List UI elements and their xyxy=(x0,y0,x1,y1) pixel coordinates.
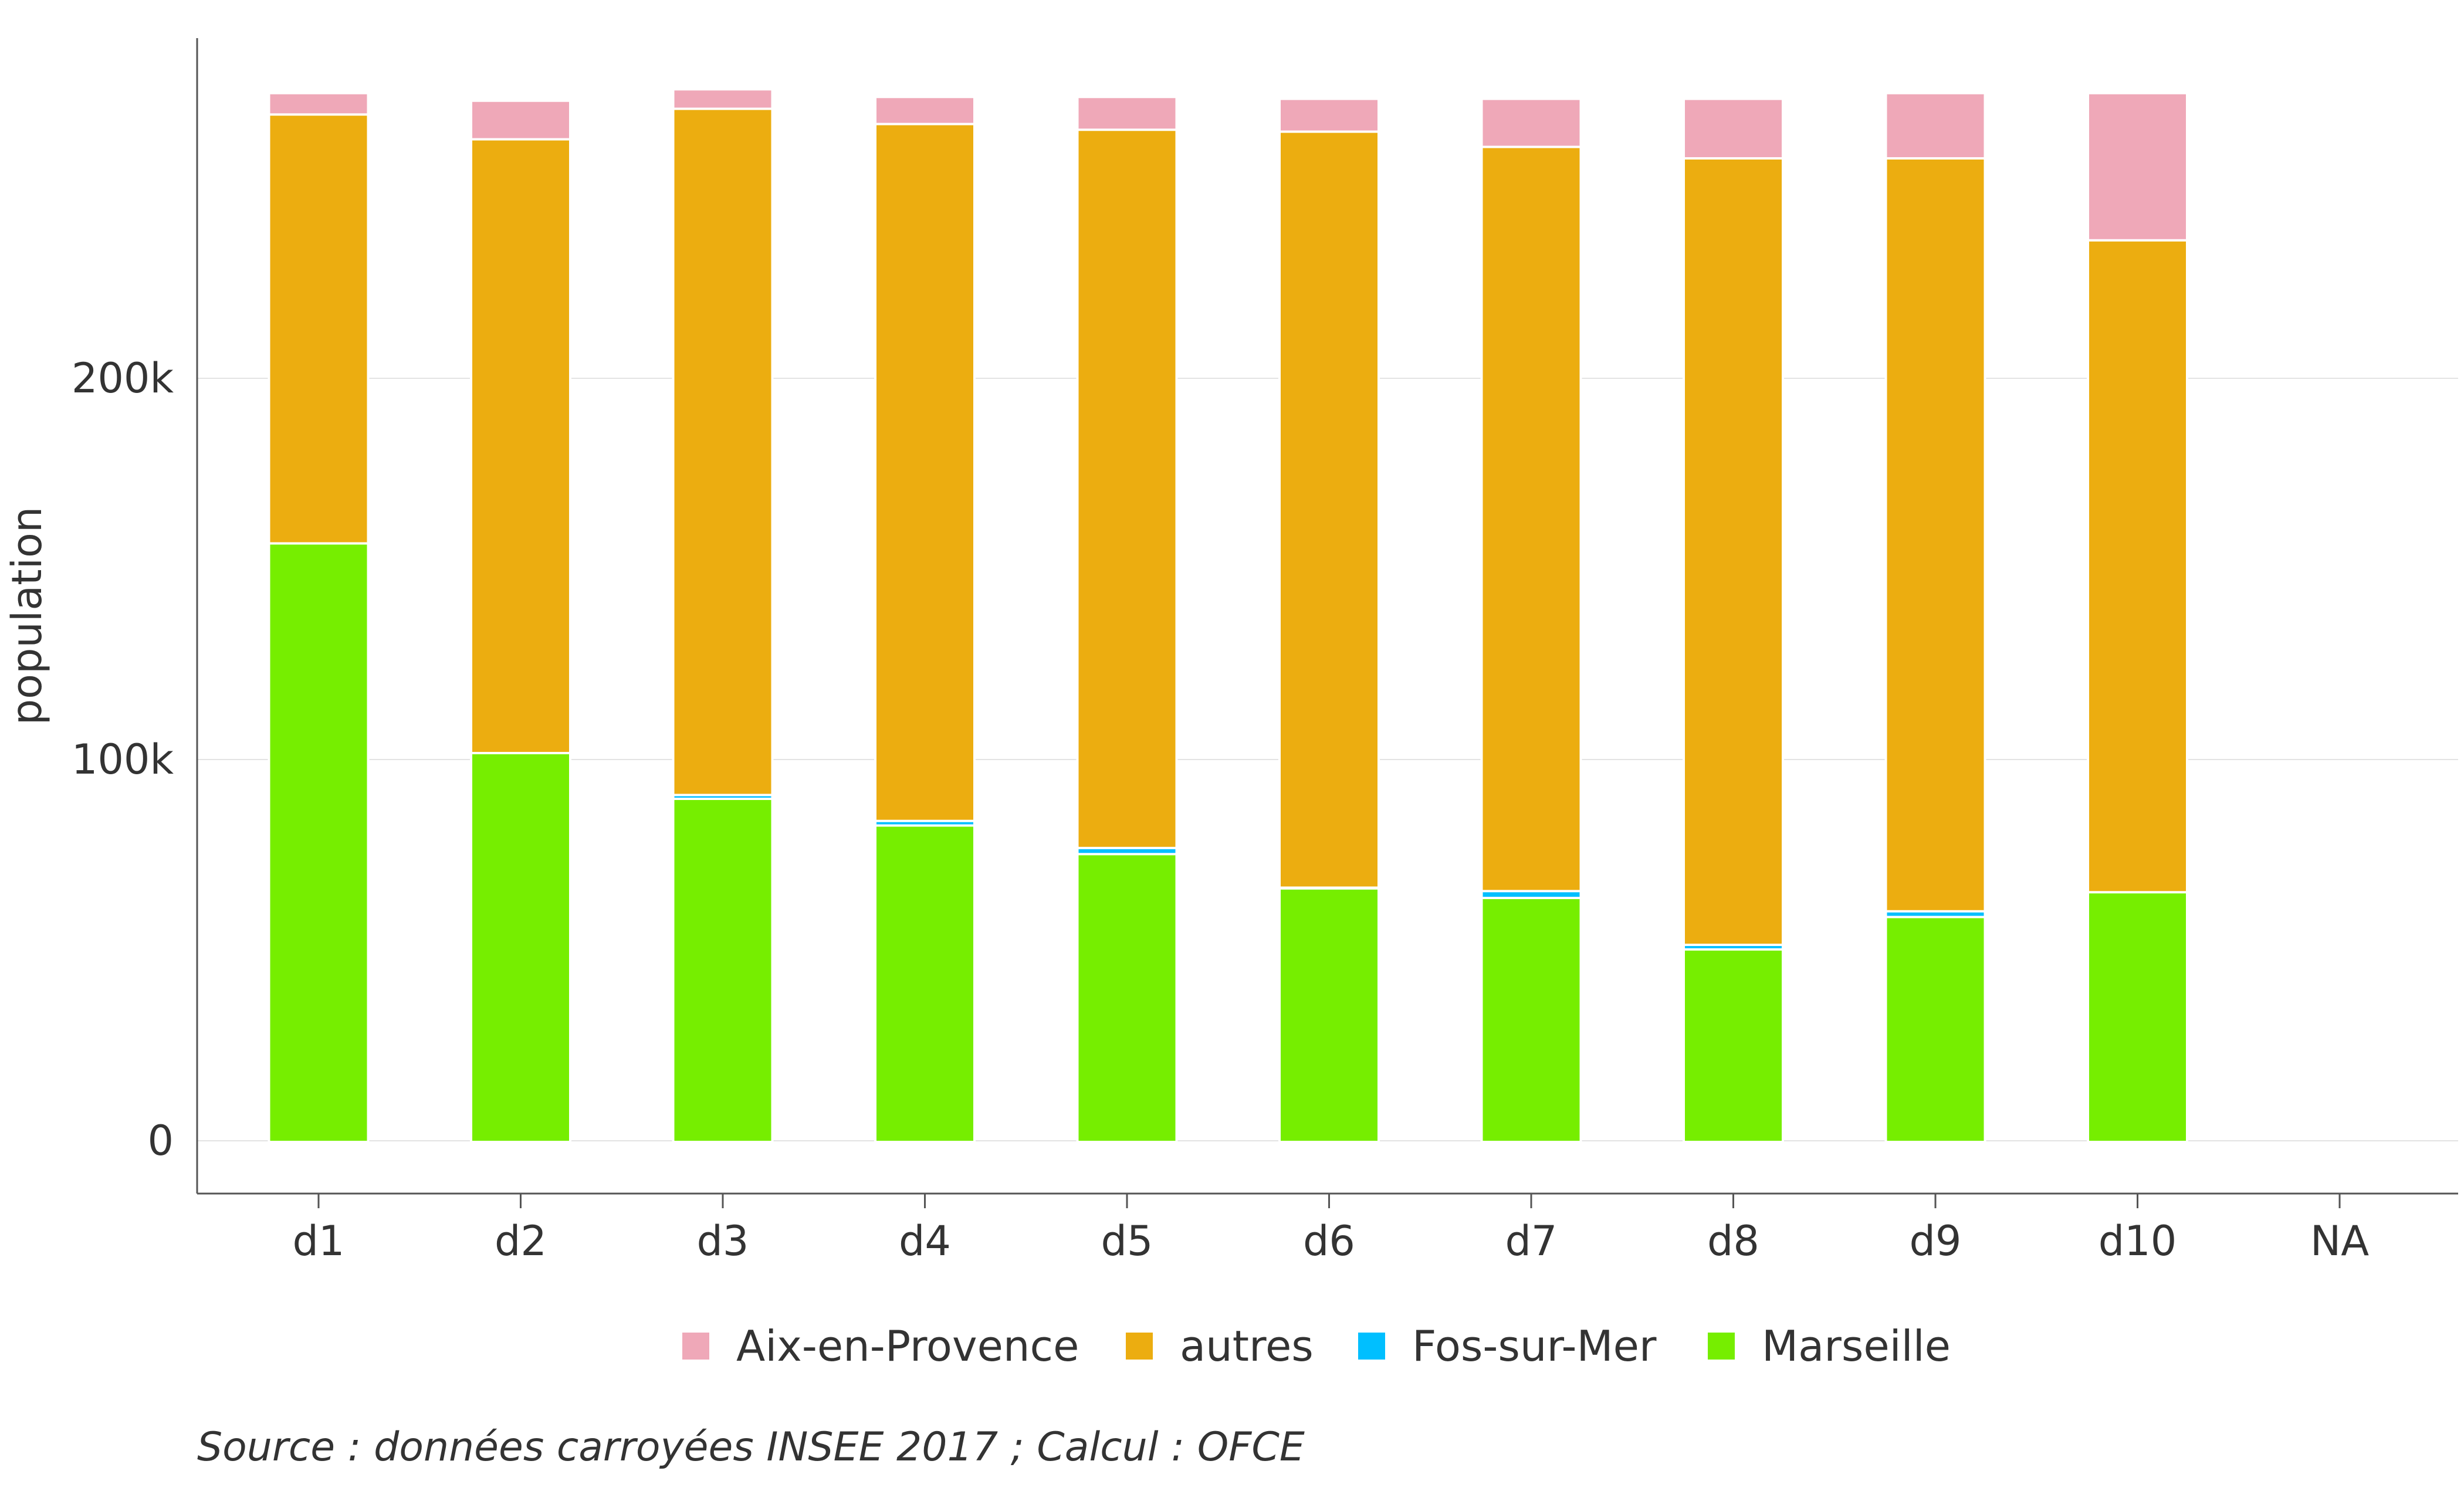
bar-segment-marseille-d4 xyxy=(874,822,976,1143)
x-tick-label: d1 xyxy=(293,1217,345,1265)
bar-segment-autres-d9 xyxy=(1884,155,1986,913)
bar-segment-marseille-d3 xyxy=(672,795,774,1143)
legend: Aix-en-Provence autres Fos-sur-Mer Marseill… xyxy=(682,1321,1951,1371)
bar-segment-autres-d4 xyxy=(874,120,976,822)
bar-segment-aix-en-provence-d7 xyxy=(1480,97,1582,148)
legend-item-marseille[interactable]: Marseille xyxy=(1708,1321,1951,1371)
legend-swatch xyxy=(1358,1333,1385,1360)
bar-segment-autres-d3 xyxy=(672,105,774,796)
bar-segment-autres-d6 xyxy=(1278,128,1380,889)
bar-segment-autres-d2 xyxy=(470,135,571,754)
legend-item-aix-en-provence[interactable]: Aix-en-Provence xyxy=(682,1321,1079,1371)
x-tick-label: d4 xyxy=(899,1217,951,1265)
legend-label: Marseille xyxy=(1762,1321,1951,1371)
x-tick-label: NA xyxy=(2310,1217,2369,1265)
bar-segment-marseille-d5 xyxy=(1076,850,1178,1143)
x-tick-label: d9 xyxy=(1910,1217,1962,1265)
bars-layer xyxy=(268,88,2188,1143)
bar-segment-marseille-d1 xyxy=(268,540,370,1143)
bar-segment-aix-en-provence-d8 xyxy=(1683,97,1784,160)
legend-swatch xyxy=(682,1333,709,1360)
bar-segment-marseille-d6 xyxy=(1278,884,1380,1143)
y-tick-label: 0 xyxy=(147,1117,174,1165)
bar-segment-autres-d1 xyxy=(268,111,370,545)
x-tick-label: d6 xyxy=(1303,1217,1355,1265)
bar-segment-aix-en-provence-d3 xyxy=(672,88,774,110)
source-note: Source : données carroyées INSEE 2017 ; … xyxy=(197,1424,1305,1470)
y-tick-label: 100k xyxy=(72,735,174,784)
y-axis-title: population xyxy=(3,507,51,726)
x-tick-label: d5 xyxy=(1101,1217,1153,1265)
x-tick-label: d8 xyxy=(1707,1217,1759,1265)
x-tick-label: d2 xyxy=(495,1217,547,1265)
bar-segment-autres-d8 xyxy=(1683,155,1784,946)
bar-segment-aix-en-provence-d2 xyxy=(470,99,571,141)
bar-segment-autres-d5 xyxy=(1076,126,1178,849)
x-tick-label: d3 xyxy=(697,1217,749,1265)
bar-segment-marseille-d7 xyxy=(1480,894,1582,1143)
bar-segment-marseille-d2 xyxy=(470,750,571,1143)
y-tick-label: 200k xyxy=(72,354,174,402)
bar-segment-marseille-d10 xyxy=(2087,889,2188,1143)
bar-segment-marseille-d9 xyxy=(1884,913,1986,1143)
legend-label: Fos-sur-Mer xyxy=(1412,1321,1657,1371)
bar-segment-aix-en-provence-d10 xyxy=(2087,91,2188,242)
bar-segment-aix-en-provence-d1 xyxy=(268,91,370,116)
legend-swatch xyxy=(1708,1333,1735,1360)
bar-segment-autres-d7 xyxy=(1480,143,1582,893)
legend-item-autres[interactable]: autres xyxy=(1126,1321,1314,1371)
x-tick-label: d10 xyxy=(2099,1217,2177,1265)
legend-swatch xyxy=(1126,1333,1153,1360)
bar-segment-autres-d10 xyxy=(2087,236,2188,894)
x-tick-label: d7 xyxy=(1505,1217,1558,1265)
bar-segment-marseille-d8 xyxy=(1683,945,1784,1143)
legend-item-fos-sur-mer[interactable]: Fos-sur-Mer xyxy=(1358,1321,1657,1371)
legend-label: autres xyxy=(1180,1321,1314,1371)
axes-layer: 0 100k 200k d1 d2 d3 d4 d5 d6 d7 d8 d9 d10 NA xyxy=(72,38,2458,1265)
bar-segment-aix-en-provence-d9 xyxy=(1884,91,1986,160)
legend-label: Aix-en-Provence xyxy=(736,1321,1079,1371)
bar-segment-aix-en-provence-d6 xyxy=(1278,97,1380,133)
bar-segment-aix-en-provence-d4 xyxy=(874,96,976,126)
bar-segment-aix-en-provence-d5 xyxy=(1076,96,1178,131)
